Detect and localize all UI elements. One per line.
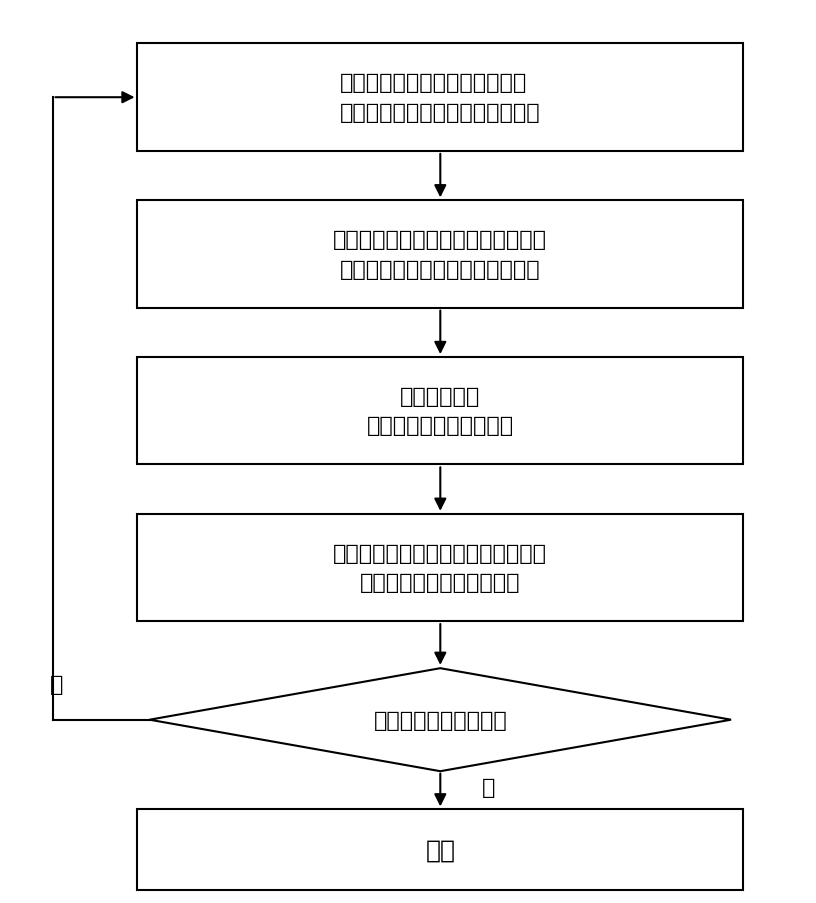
Bar xyxy=(137,514,743,621)
Text: 任选两个子例程，弄清它们之间
进行数据传输的文件名和文件类型: 任选两个子例程，弄清它们之间 进行数据传输的文件名和文件类型 xyxy=(340,73,541,123)
Bar xyxy=(137,358,743,465)
Bar xyxy=(137,201,743,308)
Polygon shape xyxy=(149,668,731,771)
Bar xyxy=(137,809,743,889)
Bar xyxy=(137,44,743,152)
Text: 否: 否 xyxy=(50,675,64,694)
Text: 所有子例程处理完毕？: 所有子例程处理完毕？ xyxy=(374,710,508,730)
Text: 设计子例程间
进行数据传输的函数接口: 设计子例程间 进行数据传输的函数接口 xyxy=(366,386,514,436)
Text: 结束: 结束 xyxy=(425,838,455,861)
Text: 记录每个文件中的变量名、变量的数
据格式和变量所占存储空间的人小: 记录每个文件中的变量名、变量的数 据格式和变量所占存储空间的人小 xyxy=(333,230,548,279)
Text: 去除文件传输方式，根据函数接口参
数实现子例程间数据的交互: 去除文件传输方式，根据函数接口参 数实现子例程间数据的交互 xyxy=(333,543,548,592)
Text: 是: 是 xyxy=(482,777,495,797)
